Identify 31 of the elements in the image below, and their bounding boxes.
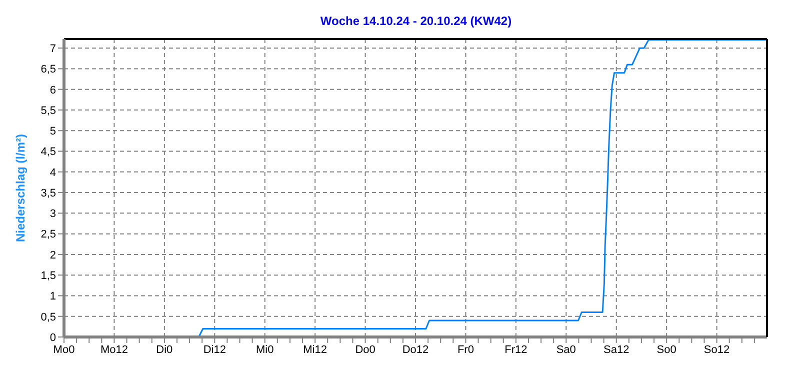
y-tick-label: 5	[50, 126, 56, 138]
x-tick-label: Do0	[355, 344, 376, 356]
y-tick-label: 2	[50, 249, 56, 262]
x-tick-label: So0	[656, 344, 676, 356]
y-tick-label: 0,5	[40, 311, 56, 324]
x-tick-label: Fr0	[457, 344, 474, 356]
y-tick-label: 6	[50, 84, 56, 96]
x-tick-label: Mo12	[100, 344, 128, 356]
y-tick-label: 3	[50, 208, 56, 220]
y-tick-label: 4	[50, 166, 56, 179]
y-tick-label: 0	[50, 332, 56, 344]
x-tick-label: Di12	[203, 344, 226, 356]
y-tick-label: 7	[50, 42, 56, 55]
x-tick-label: Sa0	[556, 344, 576, 356]
x-tick-label: Do12	[402, 344, 429, 356]
chart-title: Woche 14.10.24 - 20.10.24 (KW42)	[319, 14, 513, 28]
y-tick-label: 5,5	[40, 104, 56, 117]
y-tick-label: 3,5	[40, 187, 56, 200]
x-tick-label: Mi12	[303, 344, 327, 356]
y-tick-label: 6,5	[40, 64, 56, 76]
x-tick-label: Sa12	[604, 344, 630, 356]
y-tick-label: 4,5	[40, 146, 56, 158]
y-axis-title: Niederschlag (l/m²)	[13, 134, 28, 242]
y-tick-label: 1	[50, 290, 56, 303]
x-tick-label: Mi0	[256, 344, 274, 356]
x-tick-label: So12	[704, 344, 730, 356]
y-tick-label: 1,5	[40, 270, 56, 282]
x-tick-label: Mo0	[53, 344, 75, 356]
y-tick-label: 2,5	[40, 228, 56, 241]
x-tick-label: Di0	[156, 344, 173, 356]
x-tick-label: Fr12	[504, 344, 528, 356]
